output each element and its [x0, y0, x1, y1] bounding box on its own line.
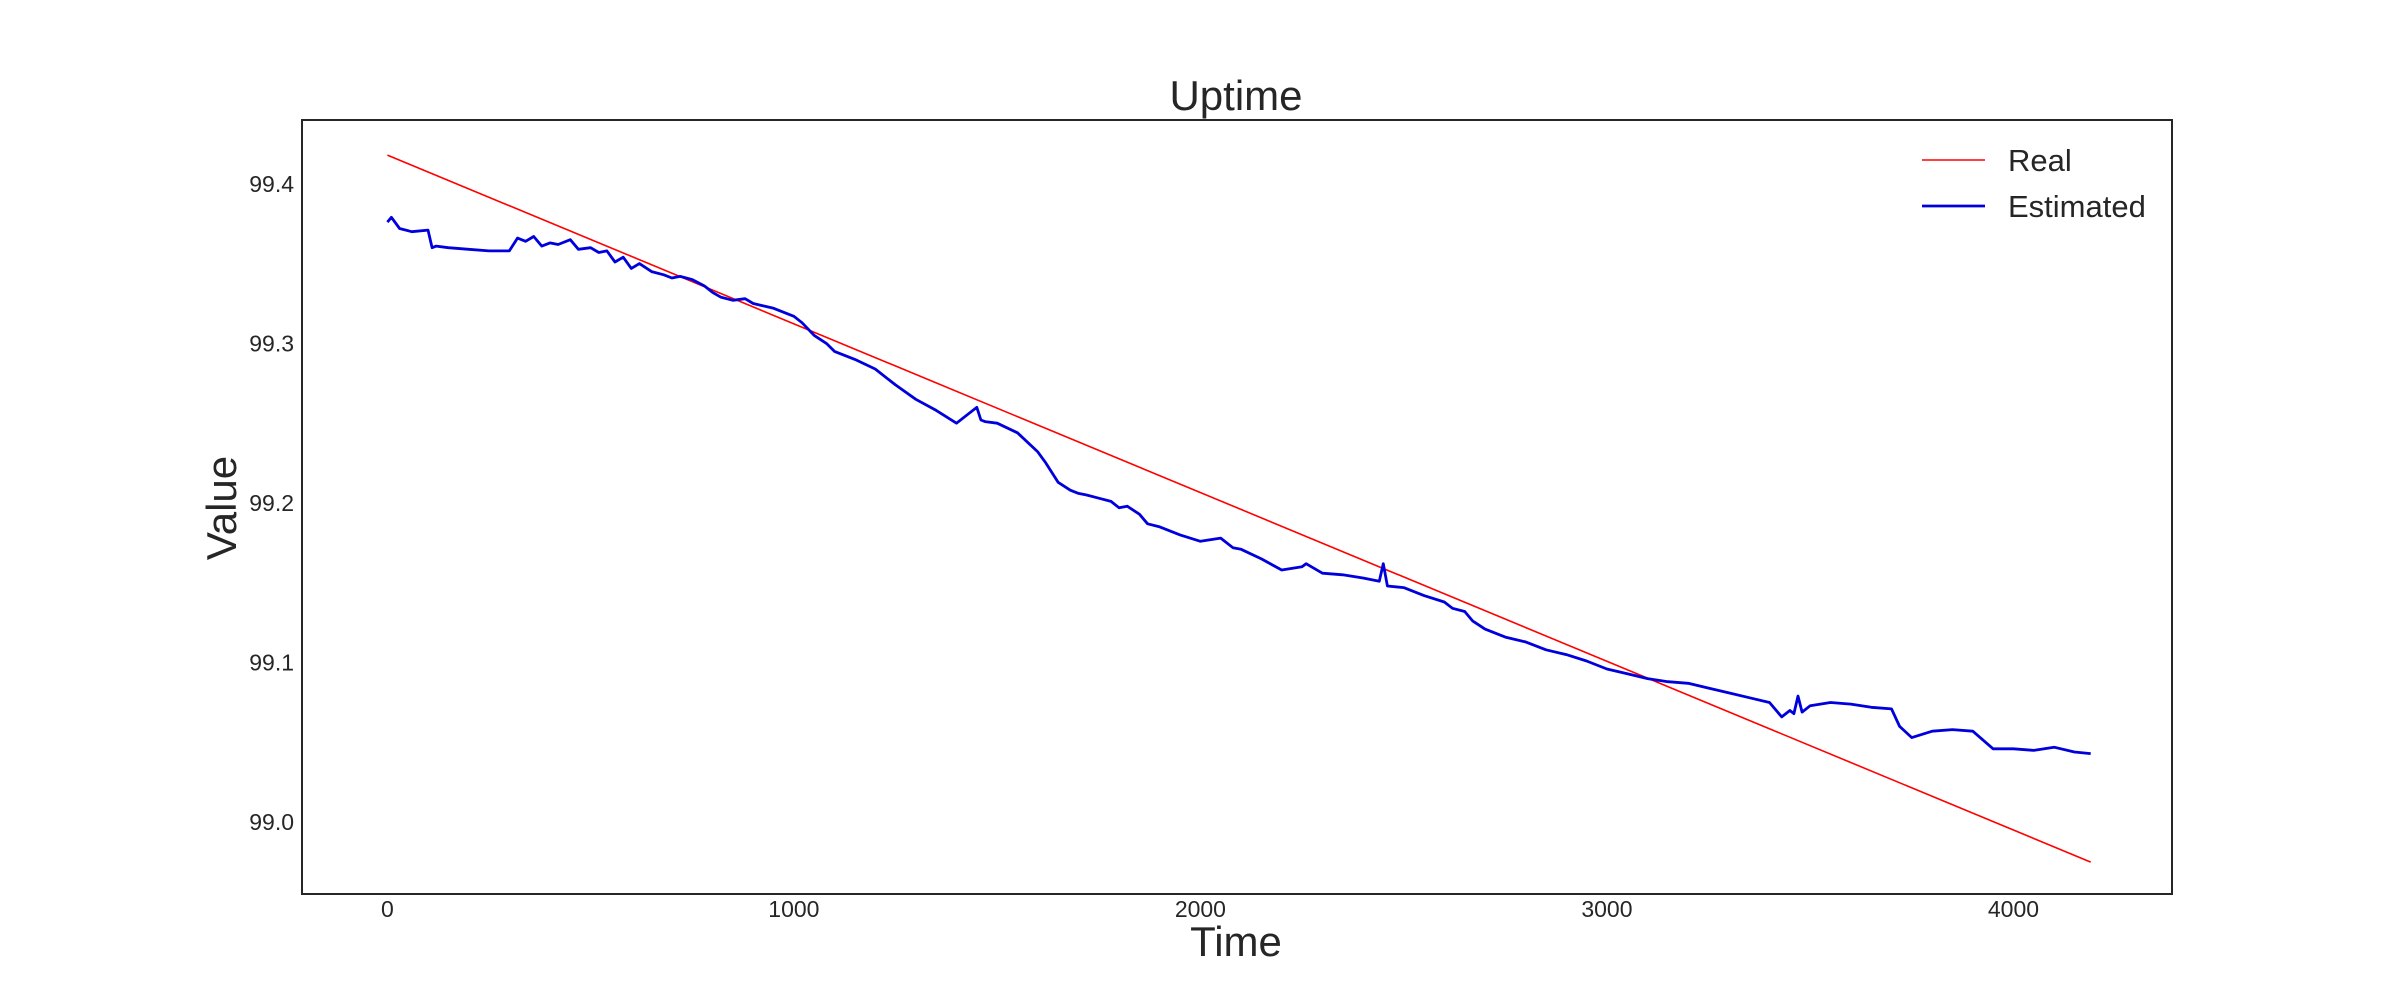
x-tick-label: 1000 [768, 896, 819, 922]
x-tick-label: 0 [381, 896, 394, 922]
x-tick-label: 3000 [1581, 896, 1632, 922]
chart-title: Uptime [1169, 72, 1302, 119]
plot-area [386, 154, 2092, 863]
x-tick-label: 2000 [1175, 896, 1226, 922]
y-tick-label: 99.2 [249, 490, 294, 516]
y-tick-label: 99.1 [249, 650, 294, 676]
legend-label-estimated: Estimated [2008, 189, 2146, 224]
series-line-real [387, 154, 2092, 863]
series-line-estimated [386, 215, 2091, 755]
y-tick-label: 99.0 [249, 809, 294, 835]
y-tick-label: 99.3 [249, 330, 294, 356]
y-tick-label: 99.4 [249, 171, 294, 197]
y-axis: 99.0 99.1 99.2 99.3 99.4 [249, 171, 294, 835]
y-axis-label: Value [198, 456, 245, 560]
legend-label-real: Real [2008, 143, 2072, 178]
x-axis: 0 1000 2000 3000 4000 [381, 896, 2039, 922]
x-tick-label: 4000 [1988, 896, 2039, 922]
legend: Real Estimated [1922, 143, 2146, 224]
plot-frame [301, 119, 2173, 895]
x-axis-label: Time [1190, 918, 1282, 965]
